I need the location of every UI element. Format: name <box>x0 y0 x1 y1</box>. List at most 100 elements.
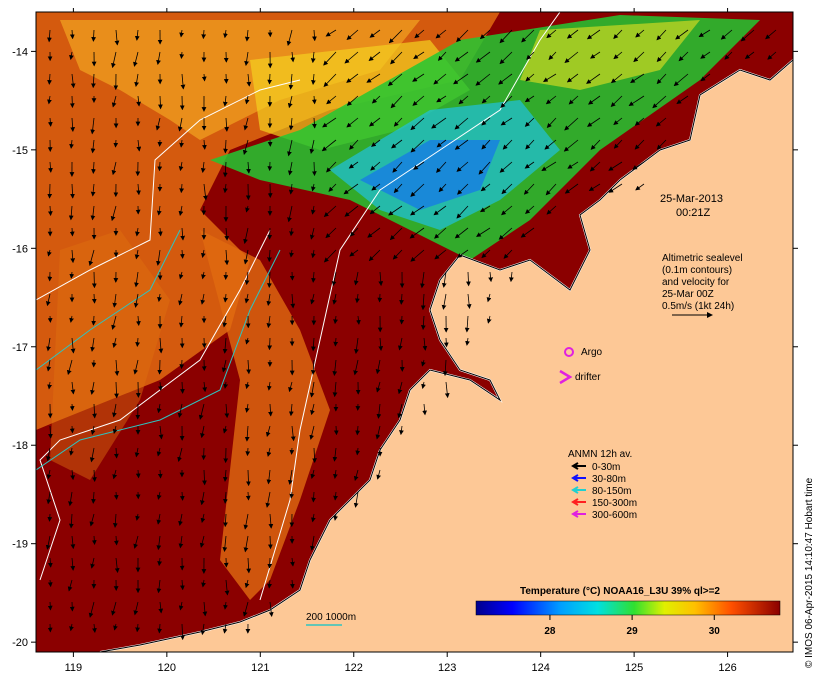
velocity-arrow-icon <box>410 117 425 131</box>
velocity-arrow-icon <box>179 359 185 370</box>
legend-title: ANMN 12h av. <box>568 449 632 460</box>
velocity-arrow-icon <box>133 359 139 375</box>
altimetry-note: Altimetric sealevel (0.1m contours) and … <box>662 253 743 318</box>
velocity-arrow-icon <box>434 249 447 260</box>
velocity-arrow-icon <box>267 271 272 288</box>
velocity-arrow-icon <box>388 205 403 216</box>
velocity-arrow-icon <box>286 29 293 46</box>
velocity-arrow-icon <box>178 513 183 527</box>
velocity-arrow-icon <box>368 51 381 61</box>
velocity-arrow-icon <box>586 29 601 40</box>
velocity-arrow-icon <box>135 513 140 521</box>
velocity-arrow-icon <box>613 117 623 126</box>
velocity-arrow-icon <box>375 359 381 375</box>
drifter-marker-icon <box>559 369 573 385</box>
legend-label: 0-30m <box>592 462 620 473</box>
velocity-arrow-icon <box>90 557 95 569</box>
velocity-arrow-icon <box>326 161 337 173</box>
velocity-arrow-icon <box>525 205 535 214</box>
velocity-arrow-icon <box>332 293 338 305</box>
velocity-arrow-icon <box>397 403 403 419</box>
velocity-arrow-icon <box>388 29 403 44</box>
velocity-arrow-icon <box>587 117 601 127</box>
legend-arrowhead-icon <box>571 510 579 518</box>
velocity-arrow-icon <box>525 139 535 150</box>
velocity-arrow-icon <box>349 227 359 237</box>
velocity-arrow-icon <box>323 205 337 218</box>
velocity-arrow-icon <box>268 403 273 417</box>
velocity-arrow-icon <box>369 117 381 127</box>
velocity-arrow-icon <box>420 271 425 289</box>
velocity-arrow-icon <box>200 425 205 439</box>
velocity-arrow-icon <box>498 227 513 240</box>
lat-tick-label: -15 <box>12 145 28 157</box>
velocity-arrow-icon <box>246 469 251 487</box>
velocity-arrow-icon <box>700 73 711 82</box>
velocity-arrow-icon <box>222 469 228 482</box>
velocity-arrow-icon <box>223 183 228 194</box>
velocity-arrow-icon <box>90 183 96 197</box>
velocity-arrow-icon <box>311 491 316 503</box>
velocity-arrow-icon <box>524 161 535 169</box>
velocity-arrow-icon <box>200 249 206 258</box>
lat-tick-label: -14 <box>12 46 28 58</box>
velocity-arrow-icon <box>310 513 316 523</box>
velocity-arrow-icon <box>289 249 294 258</box>
velocity-arrow-icon <box>66 359 73 376</box>
velocity-arrow-icon <box>134 447 140 458</box>
velocity-arrow-icon <box>177 117 183 132</box>
velocity-arrow-icon <box>157 381 163 391</box>
velocity-arrow-icon <box>223 139 228 154</box>
anmn-legend: ANMN 12h av. 0-30m30-80m80-150m150-300m3… <box>568 449 637 521</box>
velocity-arrow-icon <box>70 183 75 199</box>
velocity-arrow-icon <box>134 271 139 288</box>
velocity-arrow-icon <box>568 95 579 105</box>
velocity-arrow-icon <box>267 73 273 85</box>
velocity-arrow-icon <box>500 117 513 126</box>
velocity-arrow-icon <box>456 161 469 172</box>
velocity-arrow-icon <box>288 183 294 195</box>
velocity-arrow-icon <box>349 249 359 257</box>
velocity-arrow-icon <box>546 29 557 39</box>
velocity-arrow-icon <box>442 359 448 377</box>
velocity-arrow-icon <box>333 513 339 521</box>
velocity-arrow-icon <box>177 403 183 418</box>
velocity-arrow-icon <box>222 425 228 434</box>
velocity-arrow-icon <box>265 491 271 508</box>
velocity-arrow-icon <box>456 29 469 43</box>
velocity-arrow-icon <box>564 51 579 63</box>
lat-tick-label: -18 <box>12 440 28 452</box>
velocity-arrow-icon <box>348 161 359 169</box>
velocity-arrow-icon <box>590 139 601 150</box>
velocity-arrow-icon <box>90 425 96 436</box>
velocity-arrow-icon <box>287 95 293 109</box>
velocity-arrow-icon <box>113 447 119 459</box>
velocity-arrow-icon <box>346 95 359 106</box>
velocity-arrow-icon <box>47 249 52 257</box>
velocity-arrow-icon <box>389 227 403 241</box>
velocity-arrow-icon <box>202 469 207 486</box>
velocity-arrow-icon <box>67 579 73 592</box>
velocity-arrow-icon <box>310 469 316 479</box>
velocity-arrow-icon <box>501 205 513 216</box>
velocity-arrow-icon <box>221 359 227 373</box>
velocity-arrow-icon <box>47 29 52 43</box>
velocity-arrow-icon <box>656 29 667 41</box>
velocity-arrow-icon <box>410 183 425 197</box>
velocity-arrow-icon <box>223 491 228 504</box>
velocity-arrow-icon <box>47 381 52 390</box>
velocity-arrow-icon <box>265 425 271 438</box>
velocity-arrow-icon <box>310 403 315 416</box>
velocity-arrow-icon <box>521 29 535 43</box>
velocity-arrow-icon <box>157 227 163 237</box>
sst-warm-band <box>36 12 500 430</box>
velocity-arrow-icon <box>437 51 447 61</box>
velocity-arrow-icon <box>244 95 250 105</box>
velocity-arrow-icon <box>268 601 274 618</box>
velocity-arrow-icon <box>157 161 163 172</box>
velocity-arrow-icon <box>590 51 601 59</box>
velocity-arrow-icon <box>323 73 337 87</box>
velocity-arrow-icon <box>222 315 228 328</box>
velocity-arrow-icon <box>563 139 579 152</box>
velocity-arrow-icon <box>200 623 206 636</box>
